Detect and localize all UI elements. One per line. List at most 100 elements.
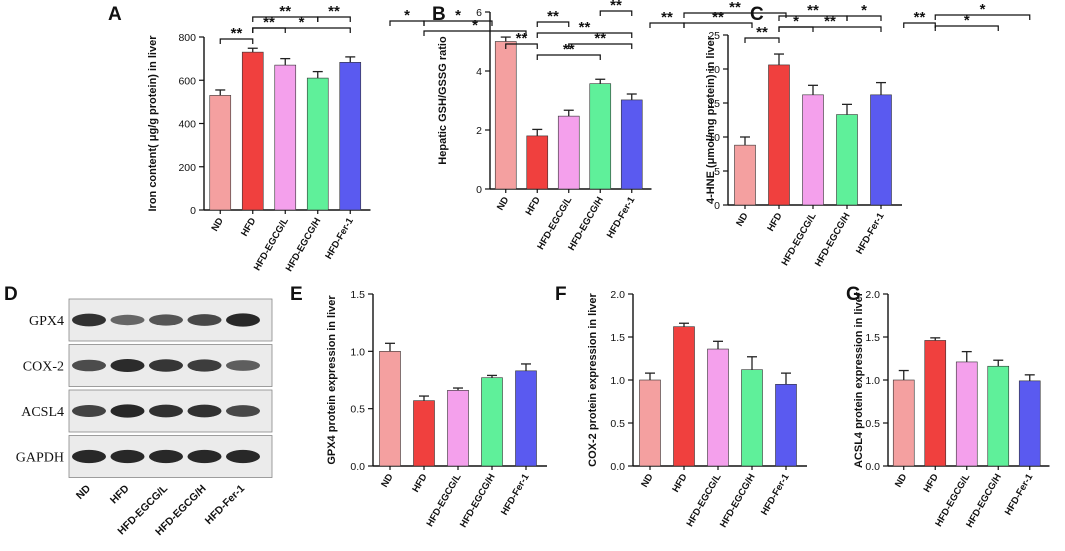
significance-bracket <box>568 43 633 49</box>
y-axis-label: GPX4 protein expression in liver <box>326 295 338 465</box>
bar <box>589 83 612 190</box>
blot-band <box>72 405 106 417</box>
y-tick-label: 0.0 <box>350 461 365 473</box>
x-tick-label: HFD-EGCG/L <box>780 211 819 268</box>
significance-label: ** <box>914 9 926 26</box>
panel-label: A <box>108 4 122 25</box>
significance-label: * <box>980 1 986 18</box>
panel-label: F <box>555 284 567 305</box>
significance-bracket <box>423 30 527 36</box>
bar <box>707 348 729 467</box>
significance-bracket <box>505 43 538 49</box>
panel-label: B <box>432 4 446 25</box>
x-tick-label: HFD-EGCG/L <box>685 472 724 529</box>
x-tick-label: HFD-EGCG/H <box>718 472 758 530</box>
bar <box>673 326 695 467</box>
significance-bracket <box>599 10 633 16</box>
bar <box>620 99 643 190</box>
y-axis-label: Iron content( μg/g protein) in liver <box>147 35 159 212</box>
blot-band <box>149 314 183 326</box>
bar <box>241 51 264 211</box>
bar <box>306 77 329 211</box>
blot-band <box>110 358 145 373</box>
bar <box>987 365 1010 467</box>
x-tick-label: HFD <box>922 472 941 495</box>
y-tick-label: 5 <box>714 166 720 178</box>
bar <box>447 390 469 467</box>
significance-label: ** <box>263 14 275 31</box>
bar <box>526 135 549 190</box>
y-tick-label: 0.0 <box>865 461 880 473</box>
bar <box>1018 380 1041 467</box>
x-tick-label: ND <box>893 472 909 490</box>
significance-bracket <box>778 26 882 32</box>
x-tick-label: HFD <box>239 216 258 239</box>
significance-label: * <box>455 7 461 24</box>
protein-label: COX-2 <box>23 360 64 375</box>
significance-label: ** <box>807 2 819 19</box>
bar <box>775 383 797 467</box>
bar <box>924 340 947 467</box>
x-tick-label: HFD-EGCG/H <box>813 211 853 269</box>
x-tick-label: HFD-EGCG/L <box>425 472 464 529</box>
y-tick-label: 4 <box>476 66 482 78</box>
bar <box>802 94 824 206</box>
bar <box>892 379 915 467</box>
y-tick-label: 0 <box>476 184 482 196</box>
blot-band <box>110 449 145 464</box>
bar <box>836 114 858 206</box>
blot-band <box>110 314 145 326</box>
lane-label: HFD <box>108 482 132 506</box>
significance-label: ** <box>547 8 559 25</box>
significance-bracket <box>683 22 753 28</box>
significance-bracket <box>934 14 1031 20</box>
blot-band <box>149 404 183 418</box>
significance-label: * <box>964 12 970 29</box>
bar <box>379 351 401 467</box>
blot-band <box>187 449 222 464</box>
y-axis-label: Hepatic GSH/GSSG ratio <box>437 36 449 165</box>
x-tick-label: HFD <box>670 472 689 495</box>
blot-band <box>149 449 183 464</box>
x-tick-label: ND <box>379 472 395 490</box>
x-tick-label: HFD-EGCG/H <box>458 472 498 530</box>
x-tick-label: HFD-Fer-1 <box>499 471 532 517</box>
bar <box>274 64 297 211</box>
chart-panel-A: A 0 200 400 600 800 Iron content( μg/g protein… <box>108 3 371 274</box>
significance-bracket <box>744 37 780 43</box>
blot-band <box>110 404 145 418</box>
significance-label: ** <box>756 24 768 41</box>
x-tick-label: ND <box>734 211 750 229</box>
significance-label: * <box>793 13 799 30</box>
significance-bracket <box>536 21 570 27</box>
y-tick-label: 1.0 <box>865 375 880 387</box>
significance-bracket <box>934 25 999 31</box>
bar <box>494 41 517 190</box>
significance-label: * <box>299 14 305 31</box>
y-tick-label: 2.0 <box>865 289 880 301</box>
lane-label: HFD-Fer-1 <box>203 483 247 527</box>
lane-label: ND <box>74 482 94 502</box>
x-tick-label: HFD-Fer-1 <box>759 471 792 517</box>
y-tick-label: 6 <box>476 7 482 19</box>
bar <box>955 361 978 467</box>
significance-label: ** <box>661 9 673 26</box>
y-tick-label: 1.5 <box>610 332 625 344</box>
blot-band <box>72 359 106 372</box>
x-tick-label: HFD-Fer-1 <box>323 215 356 261</box>
significance-label: ** <box>516 30 528 47</box>
x-tick-label: ND <box>209 216 225 234</box>
panel-label: E <box>290 284 303 305</box>
x-tick-label: ND <box>495 195 511 213</box>
x-tick-label: HFD-Fer-1 <box>1003 471 1036 517</box>
blot-band <box>226 313 260 327</box>
y-axis-label: ACSL4 protein expression in liver <box>853 291 865 468</box>
significance-label: * <box>404 7 410 24</box>
significance-bracket <box>846 15 882 21</box>
y-tick-label: 0 <box>190 205 196 217</box>
y-tick-label: 2 <box>476 125 482 137</box>
panel-label: G <box>846 284 861 305</box>
y-tick-label: 10 <box>708 132 720 144</box>
